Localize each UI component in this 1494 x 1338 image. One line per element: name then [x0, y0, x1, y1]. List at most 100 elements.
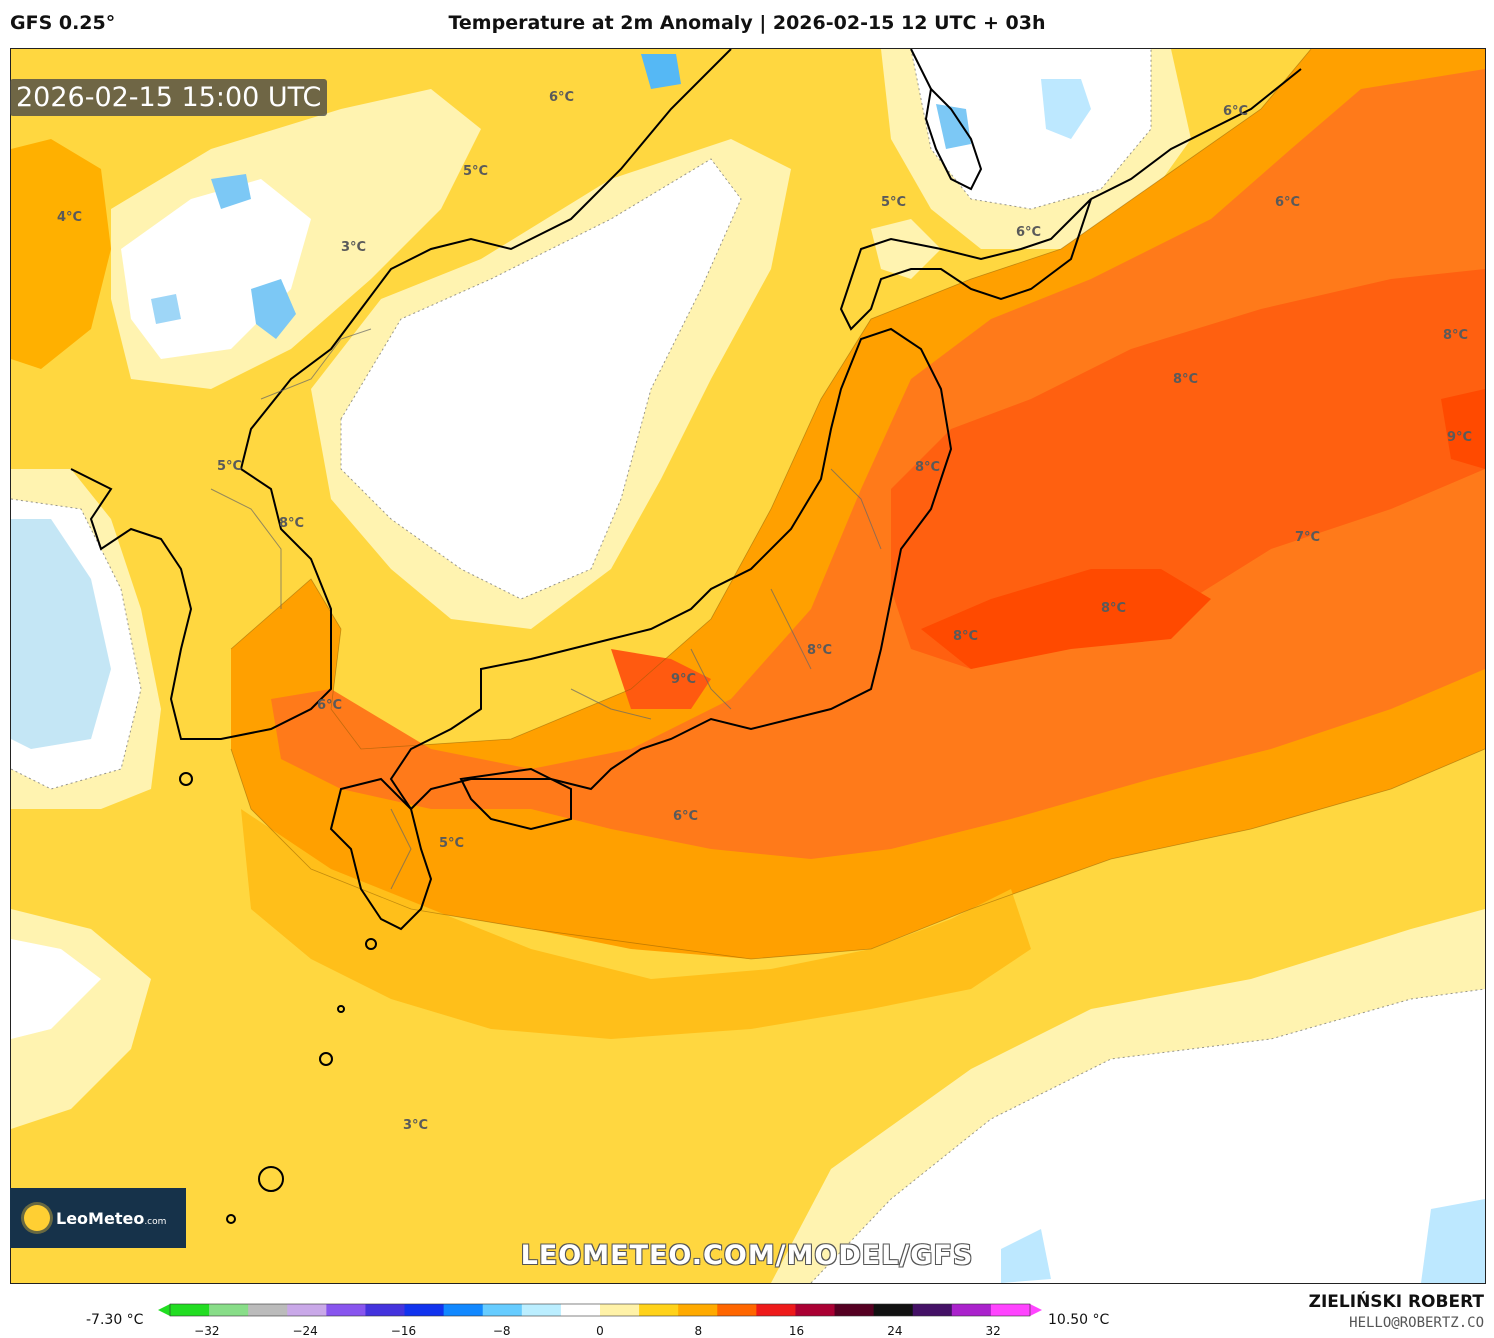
colorbar-cell: [912, 1304, 953, 1316]
anomaly-field-cold-manchuria-2: [211, 174, 251, 209]
coastline-north-mainland: [240, 49, 732, 470]
map-label: 6°C: [549, 90, 574, 105]
map-label: 5°C: [463, 164, 488, 179]
map-label: 3°C: [341, 240, 366, 255]
logo-suffix: .com: [144, 1216, 167, 1227]
map-label: 8°C: [1101, 601, 1126, 616]
colorbar-cell: [560, 1304, 601, 1316]
colorbar-cell: [873, 1304, 914, 1316]
site-watermark: LEOMETEO.COM/MODEL/GFS: [520, 1240, 974, 1271]
map-label: 3°C: [403, 1118, 428, 1133]
anomaly-field-neutral-sw: [11, 939, 101, 1039]
colorbar-cell: [678, 1304, 718, 1316]
map-label: 8°C: [279, 516, 304, 531]
map-canvas: 6°C 5°C 4°C 3°C 5°C 6°C 6°C 6°C 8°C 8°C …: [11, 49, 1485, 1283]
colorbar-outline: [169, 1303, 1031, 1317]
anomaly-field-cold-yellow-sea: [11, 519, 111, 749]
map-label: 8°C: [1173, 372, 1198, 387]
admin-borders: [210, 328, 882, 890]
anomaly-field-cold-se-2: [1421, 1199, 1485, 1283]
anomaly-field-warm-south: [241, 809, 1031, 1039]
colorbar-cell: [482, 1304, 523, 1316]
coastline-sakhalin: [924, 86, 983, 191]
colorbar-cell: [404, 1304, 445, 1316]
colorbar-cell: [287, 1304, 327, 1316]
colorbar-cell: [990, 1304, 1031, 1316]
map-label: 6°C: [1223, 104, 1248, 119]
map-label: 6°C: [317, 698, 342, 713]
sun-icon: [24, 1205, 50, 1231]
colorbar-tick-label: 0: [596, 1324, 604, 1338]
map-label: 8°C: [915, 460, 940, 475]
colorbar-cell: [834, 1304, 875, 1316]
anomaly-field-neutral-japan-sea: [341, 159, 741, 599]
colorbar-min-label: -7.30 °C: [86, 1312, 144, 1328]
colorbar-tick-label: 16: [788, 1324, 805, 1338]
map-title: Temperature at 2m Anomaly | 2026-02-15 1…: [448, 12, 1046, 34]
colorbar-cell: [248, 1304, 288, 1316]
colorbar-cell: [326, 1304, 366, 1316]
colorbar-cells: [158, 1303, 1042, 1317]
coastline-korea: [70, 468, 332, 740]
anomaly-field-warm-northwest: [11, 139, 111, 369]
colorbar-tick-label: −16: [390, 1324, 417, 1338]
anomaly-field-cold-north: [641, 54, 681, 89]
anomaly-field-hottest-east: [1441, 389, 1485, 469]
colorbar-max-label: 10.50 °C: [1048, 1312, 1110, 1328]
colorbar-cell: [521, 1304, 562, 1316]
map-label: 4°C: [57, 210, 82, 225]
valid-time-badge: 2026-02-15 15:00 UTC: [10, 79, 328, 116]
author-name: ZIELIŃSKI ROBERT: [1308, 1292, 1484, 1312]
anomaly-field-cold-se: [1001, 1229, 1051, 1283]
anomaly-field-cold-manchuria-3: [151, 294, 181, 324]
colorbar-cell: [365, 1304, 406, 1316]
colorbar-cell: [443, 1304, 484, 1316]
contour-lines-solid: [230, 49, 1485, 960]
map-label: 7°C: [1295, 530, 1320, 545]
map-label: 5°C: [881, 195, 906, 210]
anomaly-field-cold-manchuria-1: [251, 279, 296, 339]
colorbar-cell: [756, 1304, 796, 1316]
coastline-kuril: [1090, 68, 1302, 200]
map-label: 6°C: [673, 809, 698, 824]
anomaly-field-neutral-se: [811, 989, 1485, 1283]
anomaly-field-hot-honshu: [611, 649, 711, 709]
colorbar-cell: [209, 1304, 249, 1316]
anomaly-field-cool-hokkaido: [871, 219, 941, 279]
colorbar-cell: [639, 1304, 679, 1316]
logo-name: LeoMeteo: [56, 1208, 145, 1228]
colorbar-cell: [795, 1304, 836, 1316]
colorbar-tick-label: −8: [492, 1324, 511, 1338]
coastline-okhotsk: [910, 49, 932, 90]
colorbar-tick-label: 32: [985, 1324, 1001, 1338]
anomaly-field-cold-sakhalin: [936, 104, 971, 149]
colorbar: [158, 1303, 1042, 1317]
anomaly-field-warmer-main: [271, 69, 1485, 859]
colorbar-tick-label: −32: [194, 1324, 220, 1338]
author-email[interactable]: HELLO@ROBERTZ.CO: [1349, 1315, 1484, 1331]
map-label: 8°C: [807, 643, 832, 658]
coastline-kyushu: [329, 777, 433, 931]
coastline-honshu: [389, 327, 953, 811]
colorbar-left-arrow: [158, 1304, 170, 1316]
leometeo-logo[interactable]: LeoMeteo.com: [10, 1188, 186, 1248]
anomaly-map[interactable]: 6°C 5°C 4°C 3°C 5°C 6°C 6°C 6°C 8°C 8°C …: [10, 48, 1486, 1284]
map-label: 8°C: [1443, 328, 1468, 343]
colorbar-right-arrow: [1030, 1304, 1042, 1316]
map-label: 9°C: [671, 672, 696, 687]
map-label: 8°C: [953, 629, 978, 644]
map-label: 6°C: [1275, 195, 1300, 210]
colorbar-cell: [600, 1304, 640, 1316]
colorbar-cell: [951, 1304, 992, 1316]
contour-lines: [11, 49, 1485, 1283]
coastlines: [70, 49, 1302, 1224]
anomaly-field-hottest-main: [921, 569, 1211, 669]
anomaly-field-cold-okhotsk: [1041, 79, 1091, 139]
colorbar-cell: [170, 1304, 210, 1316]
colorbar-tick-label: 8: [694, 1324, 703, 1338]
map-label: 6°C: [1016, 225, 1041, 240]
map-label: 5°C: [439, 836, 464, 851]
coastline-shikoku: [459, 767, 572, 831]
model-name: GFS 0.25°: [10, 12, 116, 34]
anomaly-field-hot-main: [891, 269, 1485, 669]
